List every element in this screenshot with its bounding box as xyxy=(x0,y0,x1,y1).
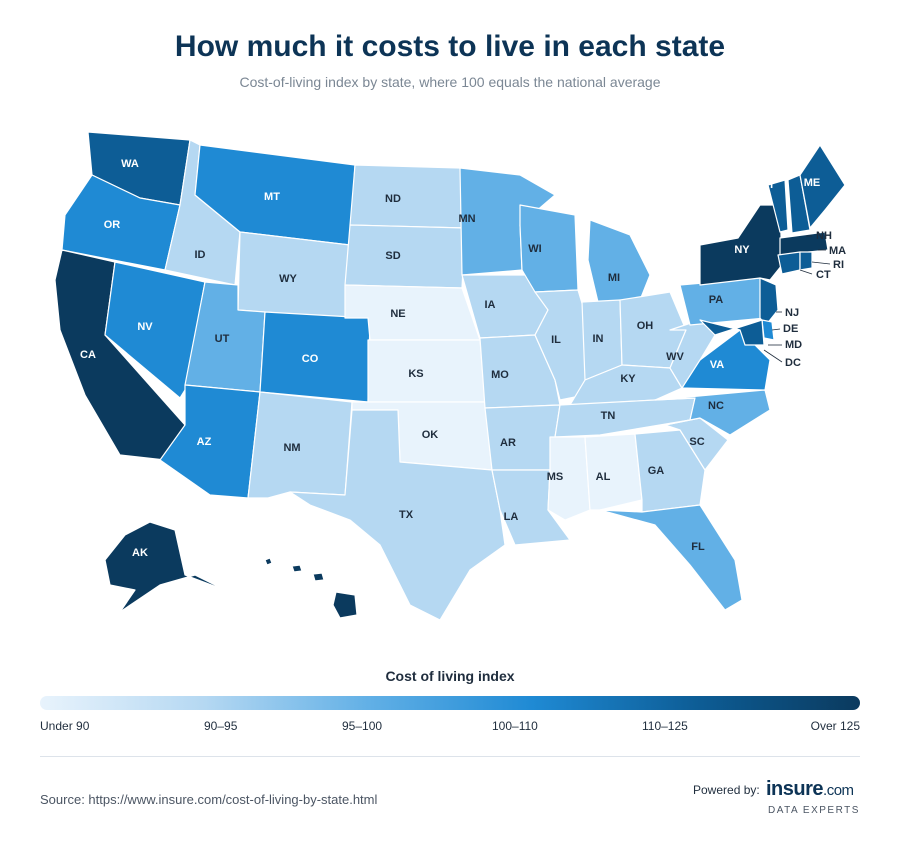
source-link[interactable]: Source: https://www.insure.com/cost-of-l… xyxy=(40,792,378,807)
label-ND: ND xyxy=(385,193,401,205)
state-SD xyxy=(344,224,466,289)
label-ID: ID xyxy=(195,249,206,261)
legend-gradient-bar xyxy=(40,696,860,710)
legend-label-110-125: 110–125 xyxy=(642,719,688,733)
state-RI xyxy=(799,251,813,271)
state-AL xyxy=(584,433,643,511)
label-IN: IN xyxy=(593,333,604,345)
page-title: How much it costs to live in each state xyxy=(174,30,726,63)
state-MD xyxy=(699,319,765,346)
legend-label-under-90: Under 90 xyxy=(40,719,90,733)
state-HI xyxy=(264,557,358,619)
label-MS: MS xyxy=(547,471,564,483)
label-MT: MT xyxy=(264,191,280,203)
label-NH: NH xyxy=(816,230,832,242)
state-NJ xyxy=(759,277,779,326)
label-ME: ME xyxy=(804,177,821,189)
label-NE: NE xyxy=(390,308,405,320)
legend-label-95-100: 95–100 xyxy=(342,719,383,733)
label-TN: TN xyxy=(601,410,616,422)
label-WY: WY xyxy=(279,273,297,285)
state-ND xyxy=(349,164,466,229)
label-CA: CA xyxy=(80,349,96,361)
state-NC xyxy=(654,389,771,436)
legend-label-over-125: Over 125 xyxy=(810,719,860,733)
label-GA: GA xyxy=(648,465,665,477)
footer-divider xyxy=(40,756,860,757)
state-ME xyxy=(799,144,846,229)
label-MD: MD xyxy=(785,339,802,351)
label-DE: DE xyxy=(783,323,798,335)
label-IL: IL xyxy=(551,334,561,346)
state-MO xyxy=(479,334,561,409)
label-WI: WI xyxy=(528,243,541,255)
label-NC: NC xyxy=(708,400,724,412)
label-RI: RI xyxy=(833,259,844,271)
legend-title: Cost of living index xyxy=(385,668,515,684)
state-KS xyxy=(367,339,486,403)
label-CT: CT xyxy=(816,269,831,281)
legend-label-100-110: 100–110 xyxy=(492,719,538,733)
label-OR: OR xyxy=(104,219,121,231)
state-NH xyxy=(787,174,811,234)
state-MI xyxy=(587,219,651,303)
label-KY: KY xyxy=(620,373,636,385)
logo-suffix: .com xyxy=(823,782,854,799)
label-NM: NM xyxy=(283,442,300,454)
state-CT xyxy=(777,251,801,275)
label-WV: WV xyxy=(666,351,684,363)
label-DC: DC xyxy=(785,357,801,369)
label-MO: MO xyxy=(491,369,509,381)
label-SD: SD xyxy=(385,250,400,262)
insure-logo[interactable]: insure.com xyxy=(766,778,854,801)
label-NV: NV xyxy=(137,321,153,333)
callout-lines xyxy=(763,235,831,363)
label-AZ: AZ xyxy=(197,436,212,448)
state-AK xyxy=(104,521,226,613)
label-FL: FL xyxy=(691,541,705,553)
label-OH: OH xyxy=(637,320,654,332)
label-VA: VA xyxy=(710,359,725,371)
legend-label-90-95: 90–95 xyxy=(204,719,238,733)
label-LA: LA xyxy=(504,511,519,523)
logo-name: insure xyxy=(766,778,824,800)
state-labels: WA OR CA NV ID MT WY UT CO AZ NM ND SD N… xyxy=(80,158,846,605)
us-map: WA OR CA NV ID MT WY UT CO AZ NM ND SD N… xyxy=(54,131,846,621)
label-AK: AK xyxy=(132,547,148,559)
label-TX: TX xyxy=(399,509,414,521)
label-HI: HI xyxy=(299,593,310,605)
label-KS: KS xyxy=(408,368,423,380)
powered-by-label: Powered by: xyxy=(693,783,760,797)
label-NJ: NJ xyxy=(785,307,799,319)
label-MA: MA xyxy=(829,245,846,257)
page-subtitle: Cost-of-living index by state, where 100… xyxy=(239,74,661,90)
state-VT xyxy=(767,179,789,233)
label-SC: SC xyxy=(689,436,704,448)
label-MI: MI xyxy=(608,272,620,284)
state-FL xyxy=(599,504,743,611)
state-NV xyxy=(104,261,206,399)
state-TX xyxy=(289,409,506,621)
state-AR xyxy=(484,404,561,471)
label-NY: NY xyxy=(734,244,750,256)
label-AR: AR xyxy=(500,437,516,449)
legend-labels: Under 90 90–95 95–100 100–110 110–125 Ov… xyxy=(40,719,860,735)
state-MA xyxy=(779,231,829,256)
label-MN: MN xyxy=(458,213,475,225)
label-PA: PA xyxy=(709,294,724,306)
label-AL: AL xyxy=(596,471,611,483)
label-UT: UT xyxy=(215,333,230,345)
label-CO: CO xyxy=(302,353,319,365)
label-WA: WA xyxy=(121,158,139,170)
label-IA: IA xyxy=(485,299,496,311)
logo-tagline: DATA EXPERTS xyxy=(768,805,860,816)
label-VT: VT xyxy=(761,179,775,191)
label-OK: OK xyxy=(422,429,439,441)
